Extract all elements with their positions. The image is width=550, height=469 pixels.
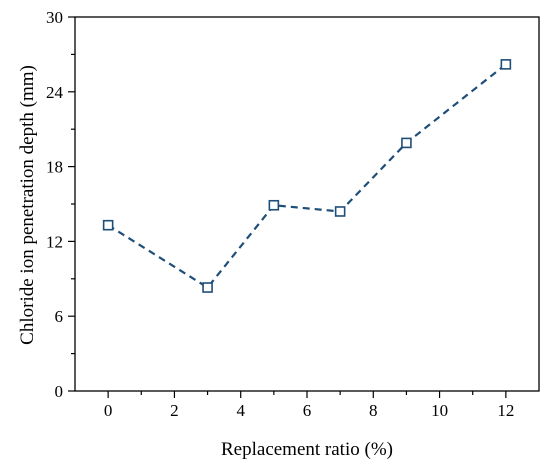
x-axis-ticks: 0 2 4 6 8 10 12	[104, 391, 514, 420]
data-point-marker	[334, 206, 346, 217]
x-axis-title: Replacement ratio (%)	[221, 439, 393, 460]
x-tick-label: 0	[104, 401, 113, 420]
data-point-marker	[102, 219, 114, 231]
x-tick-label: 2	[170, 401, 179, 420]
y-axis-ticks: 0 6 12 18 24 30	[46, 8, 75, 401]
series-line	[107, 63, 507, 289]
axes	[74, 16, 540, 392]
y-axis-title: Chloride ion penetration depth (mm)	[17, 65, 38, 345]
data-point-marker	[202, 282, 213, 293]
x-tick-label: 6	[303, 401, 312, 420]
data-point-marker	[401, 137, 412, 149]
series-group	[102, 59, 512, 293]
x-tick-label: 10	[431, 401, 448, 420]
data-point-marker	[500, 59, 512, 70]
x-tick-label: 8	[369, 401, 378, 420]
y-tick-label: 18	[46, 158, 63, 177]
plot-frame	[74, 16, 540, 392]
y-tick-label: 6	[55, 307, 64, 326]
y-tick-label: 12	[46, 232, 63, 251]
x-tick-label: 12	[497, 401, 514, 420]
data-point-marker	[268, 199, 280, 211]
y-tick-label: 0	[55, 382, 64, 401]
y-tick-label: 24	[46, 83, 64, 102]
y-tick-label: 30	[46, 8, 63, 27]
x-tick-label: 4	[236, 401, 245, 420]
